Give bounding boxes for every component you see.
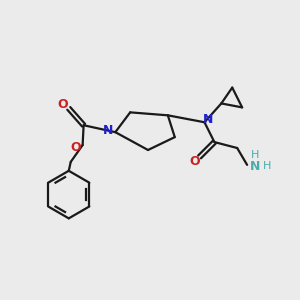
Text: H: H bbox=[263, 161, 271, 171]
Text: N: N bbox=[250, 160, 260, 173]
Text: O: O bbox=[58, 98, 68, 111]
Text: N: N bbox=[203, 113, 214, 126]
Text: H: H bbox=[251, 150, 259, 160]
Text: O: O bbox=[70, 140, 81, 154]
Text: O: O bbox=[189, 155, 200, 168]
Text: N: N bbox=[103, 124, 114, 137]
